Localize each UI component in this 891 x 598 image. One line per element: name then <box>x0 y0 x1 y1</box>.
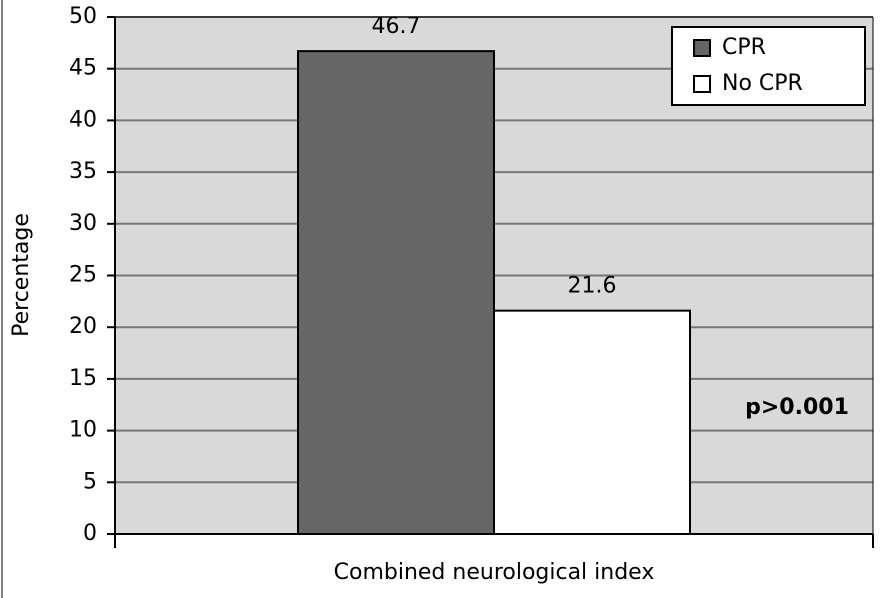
legend-label: No CPR <box>722 71 803 96</box>
y-tick-label: 10 <box>69 418 97 443</box>
legend-swatch <box>693 75 711 93</box>
y-tick-label: 40 <box>69 107 97 132</box>
annotation: p>0.001 <box>745 395 849 420</box>
y-tick-label: 30 <box>69 211 97 236</box>
y-tick-label: 15 <box>69 366 97 391</box>
y-tick-label: 25 <box>69 263 97 288</box>
y-tick-label: 5 <box>83 469 97 494</box>
bar <box>493 309 691 535</box>
y-axis-label: Percentage <box>9 213 34 337</box>
y-tick-label: 20 <box>69 314 97 339</box>
bar <box>297 50 495 535</box>
data-label: 46.7 <box>372 14 421 39</box>
y-tick-label: 45 <box>69 56 97 81</box>
x-tick-label: Combined neurological index <box>334 560 655 585</box>
y-tick-label: 35 <box>69 159 97 184</box>
legend-label: CPR <box>722 35 766 60</box>
data-label: 21.6 <box>568 274 617 299</box>
y-tick-label: 50 <box>69 4 97 29</box>
legend-swatch <box>693 39 711 57</box>
y-tick-label: 0 <box>83 521 97 546</box>
